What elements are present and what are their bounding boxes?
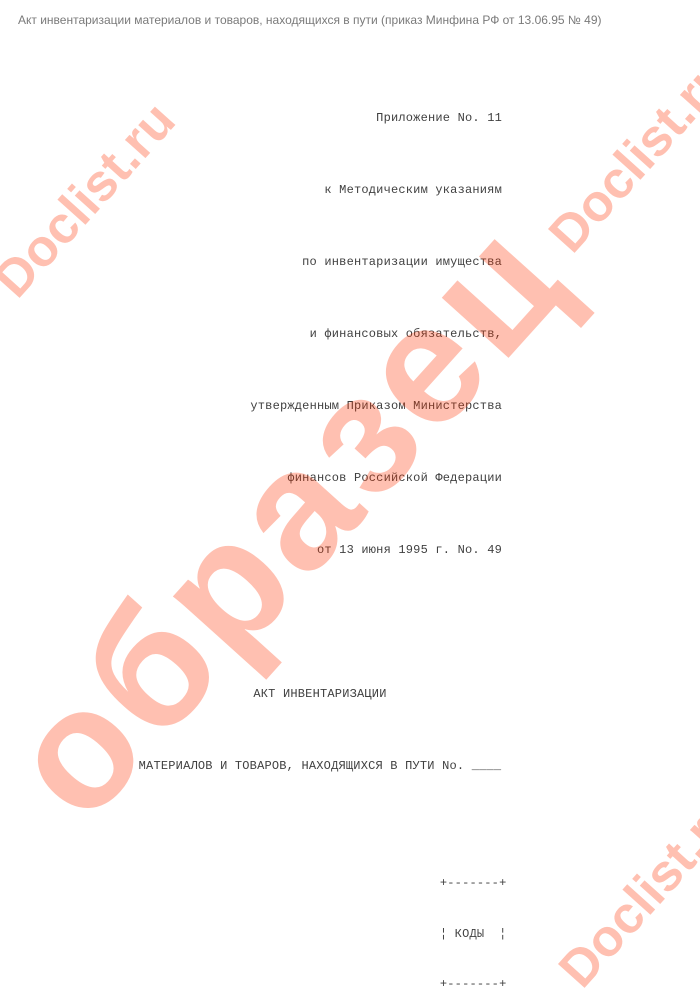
page-title: Акт инвентаризации материалов и товаров,… bbox=[18, 12, 682, 28]
appendix-line: утвержденным Приказом Министерства bbox=[18, 394, 502, 418]
appendix-line: к Методическим указаниям bbox=[18, 178, 502, 202]
appendix-line: Приложение No. 11 bbox=[18, 106, 502, 130]
form-line: ¦ КОДЫ ¦ bbox=[18, 922, 682, 947]
appendix-line: финансов Российской Федерации bbox=[18, 466, 502, 490]
doc-title-line: АКТ ИНВЕНТАРИЗАЦИИ bbox=[18, 682, 622, 706]
form-line: +-------+ bbox=[18, 871, 682, 896]
appendix-line: от 13 июня 1995 г. No. 49 bbox=[18, 538, 502, 562]
doc-title-block: АКТ ИНВЕНТАРИЗАЦИИ МАТЕРИАЛОВ И ТОВАРОВ,… bbox=[18, 634, 682, 826]
appendix-block: Приложение No. 11 к Методическим указани… bbox=[18, 58, 682, 610]
appendix-line: по инвентаризации имущества bbox=[18, 250, 502, 274]
doc-title-line: МАТЕРИАЛОВ И ТОВАРОВ, НАХОДЯЩИХСЯ В ПУТИ… bbox=[18, 754, 622, 778]
form-body: +-------+ ¦ КОДЫ ¦ +-------+ Форма No. и… bbox=[18, 846, 682, 1000]
appendix-line: и финансовых обязательств, bbox=[18, 322, 502, 346]
form-line: +-------+ bbox=[18, 972, 682, 997]
